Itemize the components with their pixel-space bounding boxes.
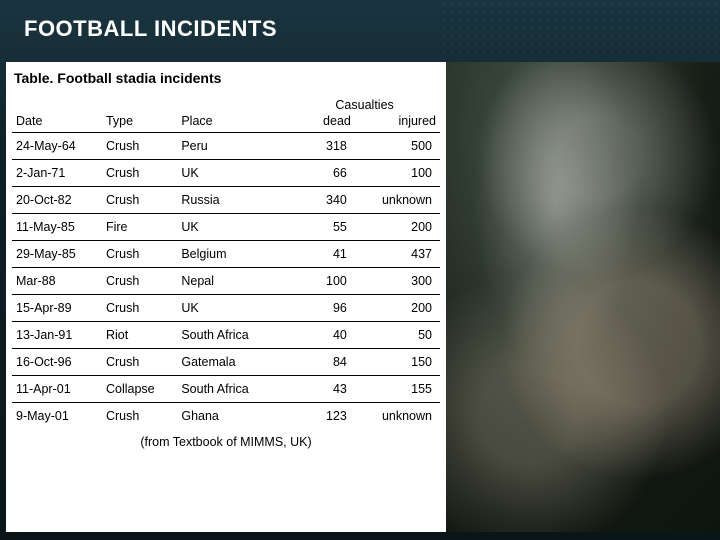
cell-place: UK	[177, 295, 289, 322]
cell-dead: 43	[289, 376, 355, 403]
table-row: 11-May-85FireUK55200	[12, 214, 440, 241]
cell-date: 15-Apr-89	[12, 295, 102, 322]
cell-dead: 340	[289, 187, 355, 214]
table-row: 16-Oct-96CrushGatemala84150	[12, 349, 440, 376]
cell-injured: 200	[355, 295, 440, 322]
cell-place: South Africa	[177, 322, 289, 349]
col-header-place: Place	[177, 112, 289, 133]
cell-injured: 500	[355, 133, 440, 160]
cell-place: Ghana	[177, 403, 289, 430]
table-row: 20-Oct-82CrushRussia340unknown	[12, 187, 440, 214]
slide-title: FOOTBALL INCIDENTS	[24, 16, 277, 42]
table-row: 9-May-01CrushGhana123unknown	[12, 403, 440, 430]
cell-place: Russia	[177, 187, 289, 214]
table-row: 15-Apr-89CrushUK96200	[12, 295, 440, 322]
table-row: 13-Jan-91RiotSouth Africa4050	[12, 322, 440, 349]
cell-dead: 318	[289, 133, 355, 160]
cell-date: 20-Oct-82	[12, 187, 102, 214]
col-header-dead: dead	[289, 112, 355, 133]
cell-injured: 437	[355, 241, 440, 268]
cell-type: Crush	[102, 187, 177, 214]
cell-type: Crush	[102, 403, 177, 430]
table-row: 29-May-85CrushBelgium41437	[12, 241, 440, 268]
cell-place: UK	[177, 160, 289, 187]
cell-type: Fire	[102, 214, 177, 241]
col-header-injured: injured	[355, 112, 440, 133]
cell-date: Mar-88	[12, 268, 102, 295]
cell-type: Crush	[102, 160, 177, 187]
incidents-table: Casualties Date Type Place dead injured …	[12, 96, 440, 449]
incident-photo	[446, 62, 720, 532]
table-row: Mar-88CrushNepal100300	[12, 268, 440, 295]
cell-date: 16-Oct-96	[12, 349, 102, 376]
cell-date: 2-Jan-71	[12, 160, 102, 187]
cell-place: UK	[177, 214, 289, 241]
cell-injured: 155	[355, 376, 440, 403]
cell-injured: 100	[355, 160, 440, 187]
cell-dead: 66	[289, 160, 355, 187]
cell-date: 11-Apr-01	[12, 376, 102, 403]
table-row: 24-May-64CrushPeru318500	[12, 133, 440, 160]
table-body: 24-May-64CrushPeru3185002-Jan-71CrushUK6…	[12, 133, 440, 430]
cell-place: Belgium	[177, 241, 289, 268]
table-panel: Table. Football stadia incidents Casualt…	[6, 62, 446, 532]
table-source: (from Textbook of MIMMS, UK)	[12, 429, 440, 449]
cell-injured: unknown	[355, 187, 440, 214]
slide: FOOTBALL INCIDENTS Table. Football stadi…	[0, 0, 720, 540]
cell-dead: 41	[289, 241, 355, 268]
cell-dead: 100	[289, 268, 355, 295]
cell-injured: 50	[355, 322, 440, 349]
cell-place: Gatemala	[177, 349, 289, 376]
group-header-casualties: Casualties	[289, 96, 440, 112]
cell-date: 13-Jan-91	[12, 322, 102, 349]
cell-date: 11-May-85	[12, 214, 102, 241]
cell-type: Crush	[102, 268, 177, 295]
cell-injured: 200	[355, 214, 440, 241]
col-header-type: Type	[102, 112, 177, 133]
cell-date: 9-May-01	[12, 403, 102, 430]
table-row: 11-Apr-01CollapseSouth Africa43155	[12, 376, 440, 403]
cell-dead: 40	[289, 322, 355, 349]
cell-date: 29-May-85	[12, 241, 102, 268]
cell-type: Crush	[102, 349, 177, 376]
cell-type: Riot	[102, 322, 177, 349]
cell-place: Peru	[177, 133, 289, 160]
cell-injured: unknown	[355, 403, 440, 430]
table-caption: Table. Football stadia incidents	[12, 70, 440, 86]
cell-dead: 96	[289, 295, 355, 322]
cell-place: South Africa	[177, 376, 289, 403]
cell-type: Crush	[102, 133, 177, 160]
cell-dead: 84	[289, 349, 355, 376]
cell-type: Collapse	[102, 376, 177, 403]
cell-place: Nepal	[177, 268, 289, 295]
cell-type: Crush	[102, 295, 177, 322]
cell-type: Crush	[102, 241, 177, 268]
cell-dead: 123	[289, 403, 355, 430]
table-row: 2-Jan-71CrushUK66100	[12, 160, 440, 187]
cell-dead: 55	[289, 214, 355, 241]
col-header-date: Date	[12, 112, 102, 133]
cell-date: 24-May-64	[12, 133, 102, 160]
cell-injured: 150	[355, 349, 440, 376]
cell-injured: 300	[355, 268, 440, 295]
